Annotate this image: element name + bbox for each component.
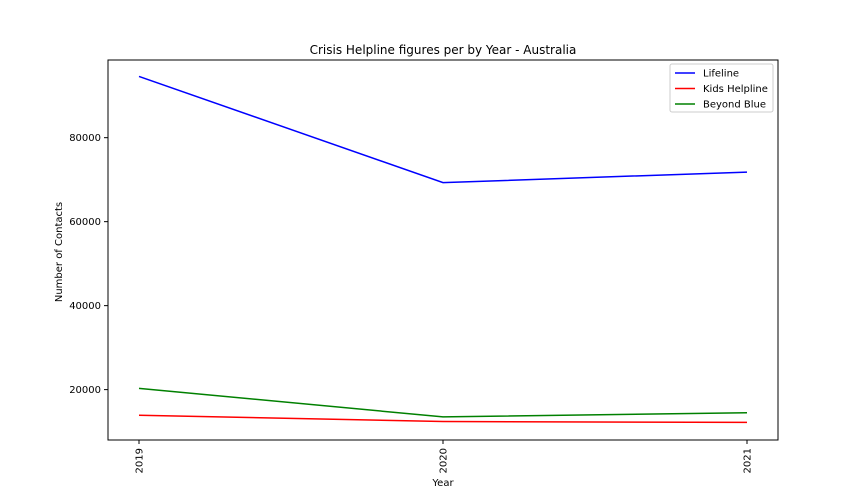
y-tick-label: 80000 xyxy=(69,133,101,144)
series-lines xyxy=(138,75,748,424)
x-axis-label: Year xyxy=(431,478,454,489)
legend: Lifeline Kids Helpline Beyond Blue xyxy=(669,63,774,113)
series-line-beyond-blue xyxy=(138,387,748,418)
legend-box xyxy=(669,63,774,113)
legend-label: Beyond Blue xyxy=(703,100,766,111)
y-tick-label: 60000 xyxy=(69,217,101,228)
y-tick-label: 40000 xyxy=(69,301,101,312)
x-tick-label: 2019 xyxy=(135,448,146,473)
x-axis-ticks: 2019 2020 2021 xyxy=(135,440,754,473)
y-tick-label: 20000 xyxy=(69,385,101,396)
y-axis-label: Number of Contacts xyxy=(54,202,65,302)
chart-title: Crisis Helpline figures per by Year - Au… xyxy=(310,43,577,57)
legend-entries: Lifeline Kids Helpline Beyond Blue xyxy=(675,69,768,111)
legend-label: Lifeline xyxy=(703,69,739,80)
x-tick-label: 2020 xyxy=(439,448,450,473)
series-line-lifeline xyxy=(138,75,748,184)
y-axis-ticks: 20000 40000 60000 80000 xyxy=(69,133,108,396)
x-tick-label: 2021 xyxy=(743,448,754,473)
plot-area xyxy=(107,59,779,441)
legend-label: Kids Helpline xyxy=(703,84,768,95)
series-line-kids-helpline xyxy=(138,414,748,424)
